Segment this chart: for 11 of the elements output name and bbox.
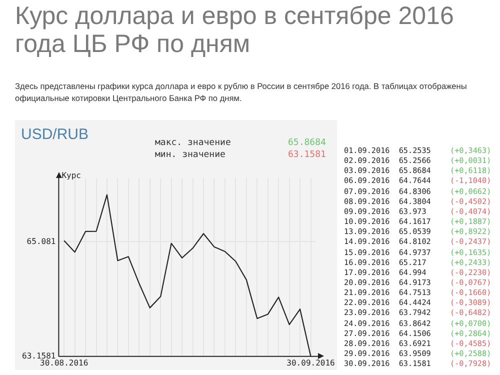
text: мин. значение	[155, 150, 226, 160]
chart-title: Курс доллара и евро в сентябре 2016 года ЦБ РФ по дням	[15, 2, 455, 58]
text: 63.1581	[288, 150, 326, 160]
text: макс. значение	[155, 138, 231, 148]
chart-subtitle: Здесь представлены графики курса доллара и евро к рублю в России в сентябре 2016 года. В таблицах отображены официальные котировки Центрального Банка РФ по дням.	[15, 80, 468, 104]
text: 65.8684	[288, 138, 326, 148]
y-tick-label: 65.081	[26, 236, 56, 246]
x-tick-label: 30.09.2016	[286, 358, 336, 368]
x-tick-label: 30.08.2016	[40, 358, 88, 368]
y-axis-title: Курс	[62, 171, 82, 180]
text: USD/RUB	[21, 126, 89, 143]
